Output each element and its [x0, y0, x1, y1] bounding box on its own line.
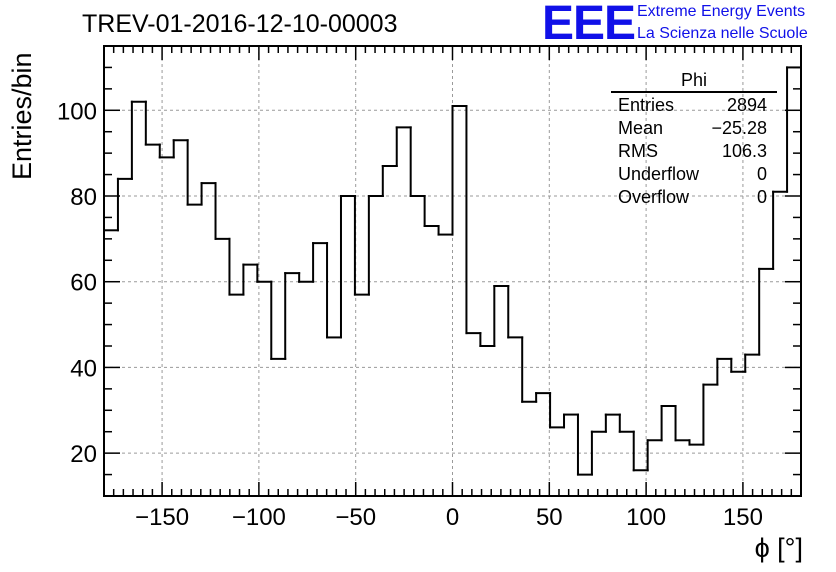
x-tick-label: 50: [536, 504, 563, 531]
y-axis-label: Entries/bin: [7, 52, 37, 180]
stats-value: 0: [756, 164, 767, 184]
stats-label: Mean: [618, 118, 664, 138]
stats-value: 0: [756, 187, 767, 207]
x-tick-label: −50: [335, 504, 376, 531]
stats-box: Phi Entries 2894 Mean −25.28 RMS 106.3 U…: [611, 69, 777, 209]
stats-value: 2894: [726, 95, 767, 115]
y-tick-label: 80: [70, 184, 97, 211]
y-tick-label: 60: [70, 270, 97, 297]
stats-row: RMS 106.3: [611, 140, 777, 163]
stats-value: −25.28: [711, 118, 767, 138]
stats-label: Underflow: [618, 164, 700, 184]
stats-label: Overflow: [618, 187, 690, 207]
x-tick-label: 150: [723, 504, 763, 531]
x-tick-label: 100: [626, 504, 666, 531]
chart-title: TREV-01-2016-12-10-00003: [82, 10, 398, 38]
stats-row: Entries 2894: [611, 94, 777, 117]
axis-ticks: [104, 45, 801, 497]
y-tick-label: 40: [70, 355, 97, 382]
stats-row: Mean −25.28: [611, 117, 777, 140]
logo-line-2: La Scienza nelle Scuole: [637, 25, 808, 42]
stats-label: RMS: [618, 141, 658, 161]
x-axis-label: ϕ [°]: [754, 533, 803, 563]
stats-title: Phi: [611, 69, 777, 93]
x-tick-label: −150: [135, 504, 189, 531]
stats-row: Overflow 0: [611, 186, 777, 209]
x-tick-label: −100: [232, 504, 286, 531]
logo-line-1: Extreme Energy Events: [637, 3, 806, 20]
eee-logo: EEE: [542, 0, 636, 50]
y-tick-label: 20: [70, 441, 97, 468]
tick-labels: −150 −100 −50 0 50 100 150 20 40 60 80 100: [57, 98, 763, 531]
x-tick-label: 0: [446, 504, 459, 531]
y-tick-label: 100: [57, 98, 97, 125]
stats-value: 106.3: [721, 141, 767, 161]
plot-frame: [103, 45, 802, 497]
stats-label: Entries: [618, 95, 675, 115]
histogram-bins: [103, 66, 802, 476]
stats-row: Underflow 0: [611, 163, 777, 186]
